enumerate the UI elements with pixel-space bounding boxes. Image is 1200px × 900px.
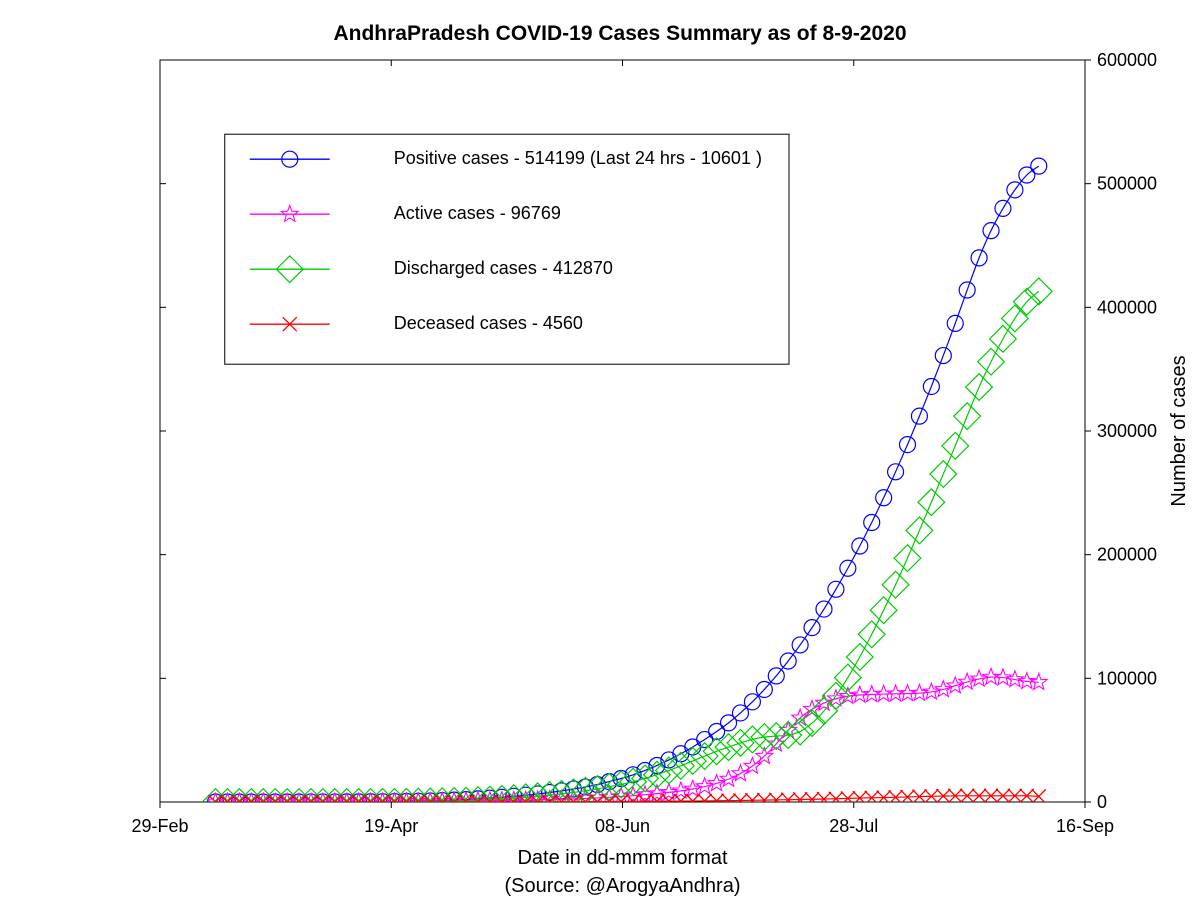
x-tick-label: 16-Sep <box>1056 816 1114 836</box>
legend-label-positive: Positive cases - 514199 (Last 24 hrs - 1… <box>394 148 762 168</box>
chart-title: AndhraPradesh COVID-19 Cases Summary as … <box>333 22 906 45</box>
x-axis-source: (Source: @ArogyaAndhra) <box>505 875 741 897</box>
y-tick-label: 0 <box>1097 792 1107 812</box>
x-axis-label: Date in dd-mmm format <box>517 847 727 869</box>
legend-label-active: Active cases - 96769 <box>394 203 561 223</box>
y-tick-label: 300000 <box>1097 421 1157 441</box>
x-tick-label: 19-Apr <box>364 816 418 836</box>
legend-label-discharged: Discharged cases - 412870 <box>394 258 613 278</box>
chart-svg: AndhraPradesh COVID-19 Cases Summary as … <box>0 0 1200 900</box>
x-tick-label: 29-Feb <box>131 816 188 836</box>
x-tick-label: 28-Jul <box>829 816 878 836</box>
y-axis-label: Number of cases <box>1168 355 1190 506</box>
y-tick-label: 100000 <box>1097 668 1157 688</box>
x-tick-label: 08-Jun <box>595 816 650 836</box>
y-tick-label: 400000 <box>1097 297 1157 317</box>
legend: Positive cases - 514199 (Last 24 hrs - 1… <box>225 134 789 364</box>
y-tick-label: 500000 <box>1097 174 1157 194</box>
y-tick-label: 200000 <box>1097 545 1157 565</box>
chart-container: AndhraPradesh COVID-19 Cases Summary as … <box>0 0 1200 900</box>
y-tick-label: 600000 <box>1097 50 1157 70</box>
legend-label-deceased: Deceased cases - 4560 <box>394 313 583 333</box>
